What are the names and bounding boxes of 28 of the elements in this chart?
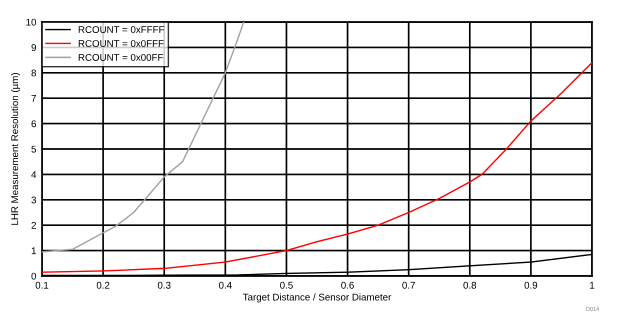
x-tick-label: 0.8 (463, 282, 476, 289)
y-tick-label: 0 (31, 272, 36, 280)
x-tick-label: 0.5 (280, 282, 293, 289)
line-series (42, 62, 592, 273)
x-tick-label: 1 (590, 282, 594, 289)
x-tick-label: 0.2 (96, 282, 110, 289)
y-tick-label: 6 (32, 120, 36, 128)
y-tick-label: 3 (31, 196, 36, 204)
y-tick-label: 10 (26, 18, 36, 26)
line-series (42, 22, 244, 253)
x-tick-label: 0.7 (402, 282, 415, 289)
y-tick-label: 8 (31, 70, 36, 76)
x-tick-label: 0.3 (158, 282, 171, 289)
x-tick-label: 0.9 (524, 282, 538, 289)
y-tick-label: 2 (32, 222, 36, 229)
x-axis-title: Target Distance / Sensor Diameter (242, 293, 392, 302)
y-tick-label: 9 (31, 44, 36, 52)
legend-label: RCOUNT = 0x00FF (78, 54, 164, 61)
x-tick-label: 0.1 (36, 282, 48, 289)
y-axis-title: LHR Measurement Resolution (µm) (11, 73, 20, 225)
y-tick-label: 5 (31, 146, 36, 153)
y-tick-label: 4 (31, 171, 36, 178)
legend-label: RCOUNT = 0xFFFF (78, 26, 164, 34)
legend-label: RCOUNT = 0x0FFF (78, 40, 164, 47)
y-tick-label: 1 (32, 247, 36, 254)
x-tick-label: 0.6 (341, 282, 354, 289)
x-tick-label: 0.4 (218, 282, 232, 289)
y-tick-label: 7 (32, 95, 36, 102)
